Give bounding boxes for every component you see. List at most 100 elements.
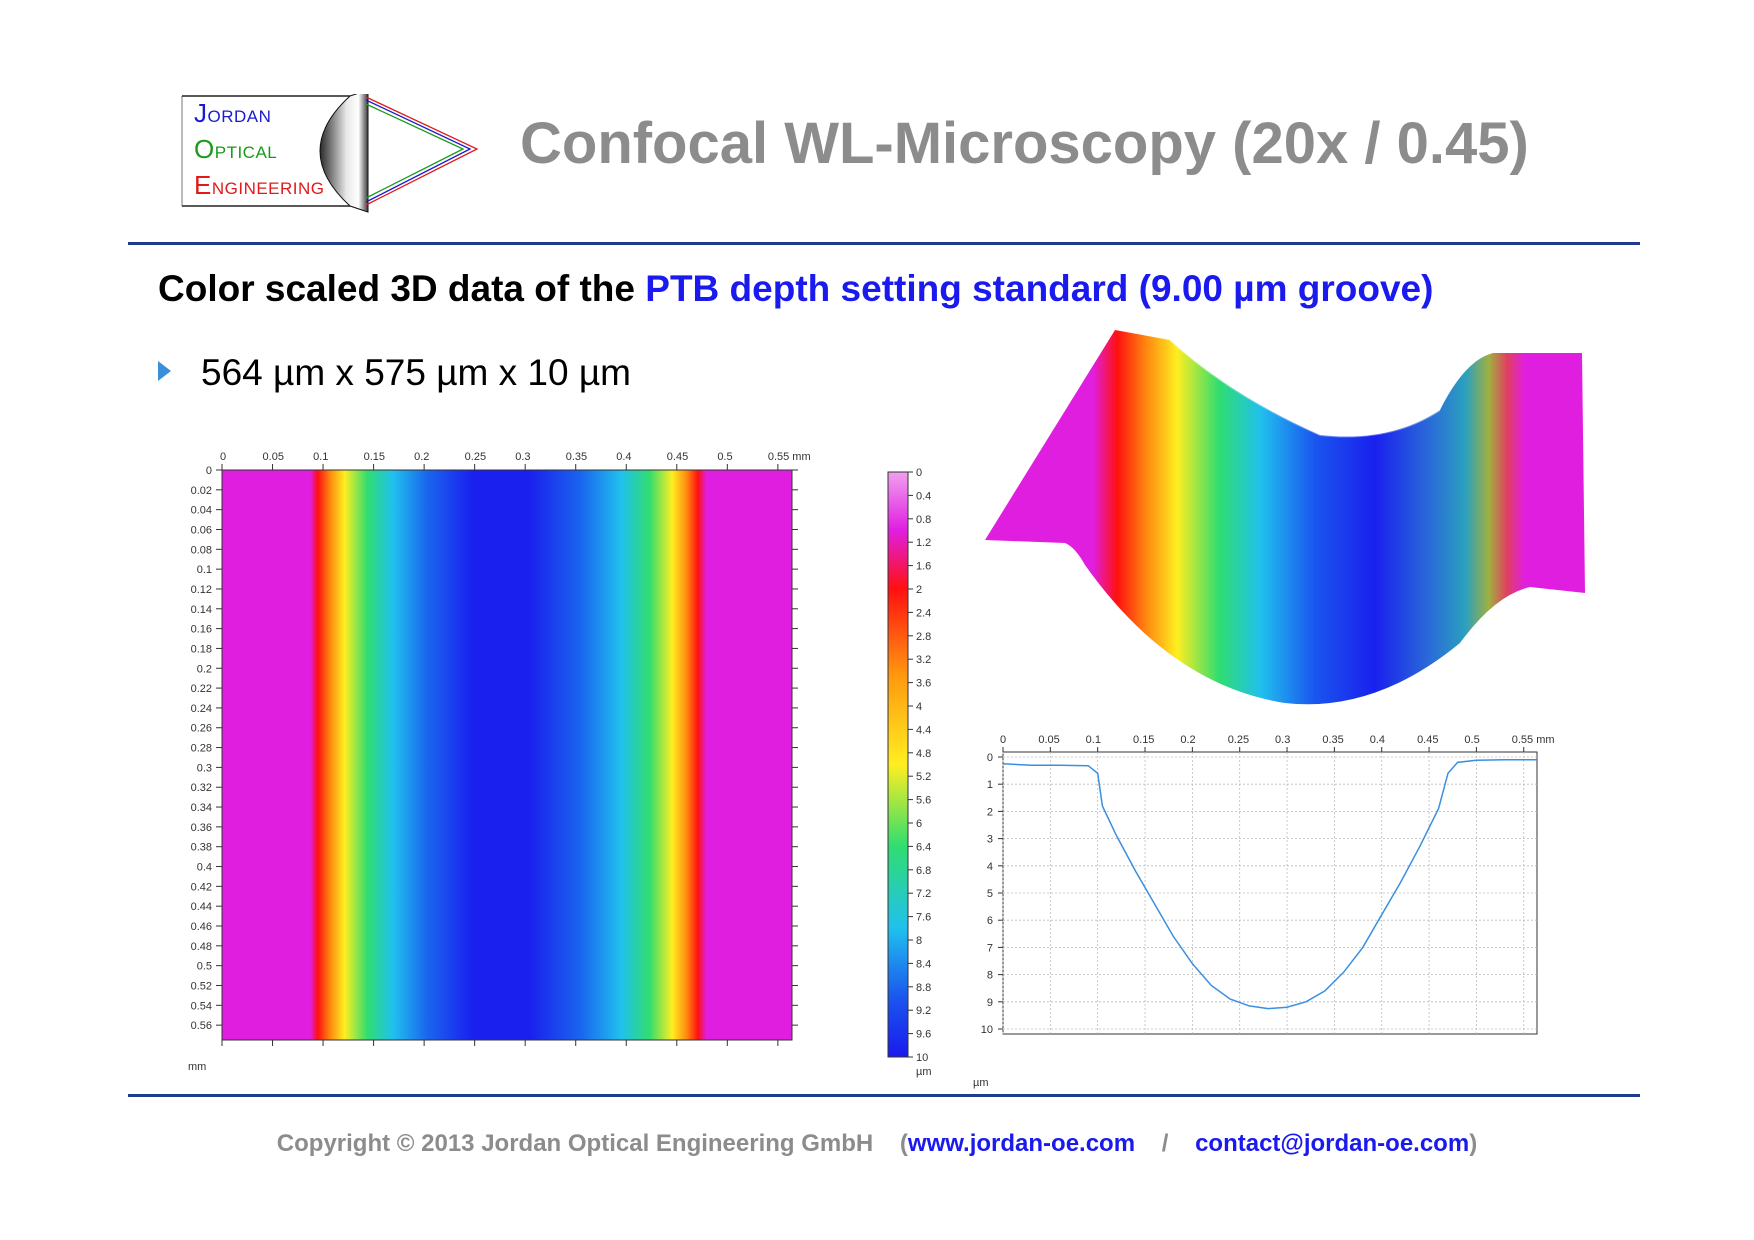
heatmap-y-tick-label: 0.36	[191, 822, 212, 834]
heatmap-y-tick-label: 0.14	[191, 604, 212, 616]
surface-3d-highlight	[1169, 339, 1441, 438]
profile-line-chart: 0 0.05 0.1 0.15 0.2 0.25 0.3 0.35 0.4 0.45 0.5 0.55…	[973, 734, 1555, 1089]
slide-subtitle: Color scaled 3D data of the PTB depth se…	[158, 268, 1433, 310]
heatmap-x-tick-label: 0.45	[667, 451, 688, 463]
heatmap-x-tick-label: 0.4	[616, 451, 631, 463]
footer-copyright: Copyright © 2013 Jordan Optical Engineer…	[276, 1130, 874, 1157]
colorbar-frame	[887, 471, 909, 1058]
heatmap-x-tick-label: 0.5	[717, 451, 732, 463]
colorbar-tick-label: 6.4	[916, 841, 931, 853]
profile-y-tick-label: 0	[987, 752, 993, 764]
profile-y-unit: µm	[973, 1077, 989, 1089]
logo-line-optical: OPTICAL	[194, 134, 278, 164]
page-title: Confocal WL-Microscopy (20x / 0.45)	[520, 111, 1529, 176]
colorbar-tick-label: 4.4	[916, 724, 931, 736]
heatmap-y-tick-label: 0.08	[191, 544, 212, 556]
colorbar-tick-label: 2	[916, 584, 922, 596]
profile-x-tick-label: 0.1	[1086, 734, 1101, 746]
header-divider	[128, 242, 1640, 245]
colorbar-tick-label: 3.2	[916, 654, 931, 666]
heatmap-x-tick-label: 0.1	[313, 451, 328, 463]
company-logo: JORDAN OPTICAL ENGINEERING	[180, 94, 480, 214]
colorbar-tick-label: 9.2	[916, 1005, 931, 1017]
colorbar-tick-label: 3.6	[916, 678, 931, 690]
profile-x-tick-label: 0.05	[1038, 734, 1059, 746]
heatmap-y-tick-label: 0.18	[191, 643, 212, 655]
footer-website-link[interactable]: www.jordan-oe.com	[907, 1130, 1136, 1157]
colorbar-tick-label: 0	[916, 467, 922, 479]
footer-close-paren: )	[1469, 1130, 1478, 1157]
footer-separator: /	[1161, 1130, 1169, 1157]
heatmap-x-tick-label: 0.25	[465, 451, 486, 463]
heatmap-x-tick-label: 0.2	[414, 451, 429, 463]
profile-y-tick-label: 2	[987, 806, 993, 818]
heatmap-y-tick-label: 0.12	[191, 584, 212, 596]
heatmap-y-tick-label: 0.22	[191, 683, 212, 695]
footer-email-link[interactable]: contact@jordan-oe.com	[1195, 1130, 1470, 1157]
colorbar-axis: 0 0.4 0.8 1.2 1.6 2 2.4 2.8 3.2 3.6 4 4.4 4.8 5.2 5.6 6…	[908, 467, 931, 1064]
profile-y-tick-label: 10	[981, 1024, 993, 1036]
colorbar-tick-label: 5.2	[916, 771, 931, 783]
profile-x-tick-label: 0.25	[1228, 734, 1249, 746]
footer: Copyright © 2013 Jordan Optical Engineer…	[0, 1130, 1754, 1158]
colorbar-tick-label: 5.6	[916, 795, 931, 807]
heatmap-y-tick-label: 0.06	[191, 524, 212, 536]
heatmap-y-tick-label: 0.2	[197, 663, 212, 675]
colorbar-tick-label: 8	[916, 935, 922, 947]
colorbar-tick-label: 8.4	[916, 958, 931, 970]
heatmap-y-tick-label: 0.26	[191, 723, 212, 735]
logo-line-jordan: JORDAN	[194, 98, 272, 128]
heatmap-y-axis: 0 0.02 0.04 0.06 0.08 0.1 0.12 0.14 0.16 0.18 0.2 0…	[191, 465, 798, 1032]
colorbar-tick-label: 6	[916, 818, 922, 830]
footer-divider	[128, 1094, 1640, 1097]
colorbar-tick-label: 0.4	[916, 490, 931, 502]
heatmap-image	[222, 470, 792, 1040]
profile-x-axis: 0 0.05 0.1 0.15 0.2 0.25 0.3 0.35 0.4 0.45 0.5 0.55…	[1000, 734, 1555, 752]
profile-x-tick-label: 0.35	[1322, 734, 1343, 746]
profile-y-axis: 0 1 2 3 4 5 6 7 8 9 10	[981, 752, 1003, 1036]
colorbar-tick-label: 2.8	[916, 631, 931, 643]
surface-3d-shape	[985, 330, 1585, 705]
colorbar-tick-label: 2.4	[916, 607, 931, 619]
heatmap-x-tick-label: 0.55 mm	[768, 451, 811, 463]
heatmap-y-tick-label: 0.4	[197, 862, 212, 874]
profile-x-tick-label: 0	[1000, 734, 1006, 746]
colorbar-tick-label: 4.8	[916, 748, 931, 760]
heatmap-y-tick-label: 0.3	[197, 762, 212, 774]
heatmap-y-tick-label: 0.54	[191, 1000, 212, 1012]
colorbar-tick-label: 8.8	[916, 982, 931, 994]
bullet-arrow-icon	[158, 361, 171, 381]
heatmap-x-tick-label: 0.35	[566, 451, 587, 463]
heatmap-x-tick-label: 0.05	[263, 451, 284, 463]
logo-lens-graphic	[181, 94, 479, 213]
logo-line-engineering: ENGINEERING	[194, 170, 325, 200]
heatmap-y-tick-label: 0.46	[191, 921, 212, 933]
profile-x-tick-label: 0.4	[1370, 734, 1385, 746]
surface-3d-plot	[985, 330, 1585, 705]
profile-grid	[1002, 752, 1537, 1034]
heatmap-y-tick-label: 0.38	[191, 842, 212, 854]
colorbar-tick-label: 1.6	[916, 561, 931, 573]
heatmap-y-tick-label: 0.52	[191, 980, 212, 992]
footer-open-paren: (	[899, 1130, 908, 1157]
profile-x-tick-label: 0.45	[1417, 734, 1438, 746]
colorbar-gradient	[888, 472, 908, 1057]
colorbar-tick-label: 6.8	[916, 865, 931, 877]
heatmap-y-tick-label: 0.24	[191, 703, 212, 715]
bullet-text: 564 µm x 575 µm x 10 µm	[201, 352, 631, 393]
heatmap-y-tick-label: 0.56	[191, 1020, 212, 1032]
heatmap-x-tick-label: 0.15	[364, 451, 385, 463]
colorbar-tick-label: 9.6	[916, 1029, 931, 1041]
colorbar-tick-label: 1.2	[916, 537, 931, 549]
colorbar-tick-label: 10	[916, 1052, 928, 1064]
heatmap-frame	[221, 469, 793, 1041]
heatmap-y-tick-label: 0.1	[197, 564, 212, 576]
profile-y-tick-label: 3	[987, 834, 993, 846]
heatmap-y-tick-label: 0.48	[191, 941, 212, 953]
heatmap-y-tick-label: 0.34	[191, 802, 212, 814]
colorbar-unit: µm	[916, 1066, 932, 1078]
heatmap-y-tick-label: 0.5	[197, 961, 212, 973]
profile-y-tick-label: 9	[987, 997, 993, 1009]
profile-x-tick-label: 0.5	[1464, 734, 1479, 746]
colorbar: 0 0.4 0.8 1.2 1.6 2 2.4 2.8 3.2 3.6 4 4.4 4.8 5.2 5.6 6…	[887, 467, 932, 1078]
